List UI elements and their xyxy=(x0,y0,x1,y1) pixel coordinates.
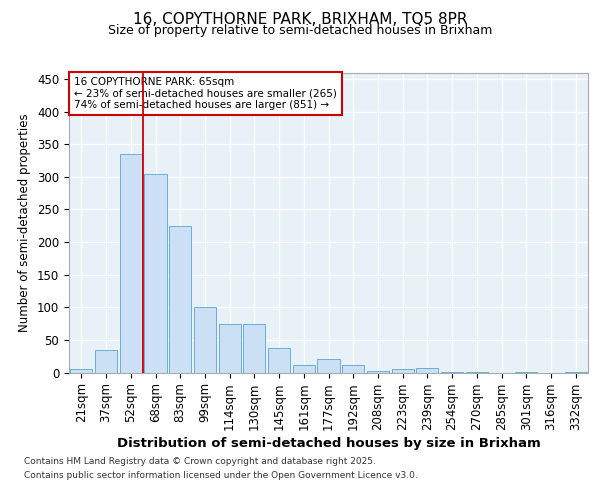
Bar xyxy=(169,226,191,372)
Text: 16 COPYTHORNE PARK: 65sqm
← 23% of semi-detached houses are smaller (265)
74% of: 16 COPYTHORNE PARK: 65sqm ← 23% of semi-… xyxy=(74,77,337,110)
Text: Contains HM Land Registry data © Crown copyright and database right 2025.: Contains HM Land Registry data © Crown c… xyxy=(24,458,376,466)
Bar xyxy=(416,368,439,372)
Bar xyxy=(119,154,142,372)
Bar xyxy=(243,324,265,372)
Bar xyxy=(367,371,389,372)
Bar xyxy=(194,308,216,372)
Bar xyxy=(95,350,117,372)
Bar xyxy=(268,348,290,372)
Bar xyxy=(293,366,315,372)
Y-axis label: Number of semi-detached properties: Number of semi-detached properties xyxy=(19,113,31,332)
X-axis label: Distribution of semi-detached houses by size in Brixham: Distribution of semi-detached houses by … xyxy=(116,437,541,450)
Text: Contains public sector information licensed under the Open Government Licence v3: Contains public sector information licen… xyxy=(24,471,418,480)
Bar xyxy=(317,359,340,372)
Text: 16, COPYTHORNE PARK, BRIXHAM, TQ5 8PR: 16, COPYTHORNE PARK, BRIXHAM, TQ5 8PR xyxy=(133,12,467,28)
Bar xyxy=(342,366,364,372)
Bar xyxy=(145,174,167,372)
Bar xyxy=(70,369,92,372)
Bar xyxy=(392,368,414,372)
Bar xyxy=(218,324,241,372)
Text: Size of property relative to semi-detached houses in Brixham: Size of property relative to semi-detach… xyxy=(108,24,492,37)
